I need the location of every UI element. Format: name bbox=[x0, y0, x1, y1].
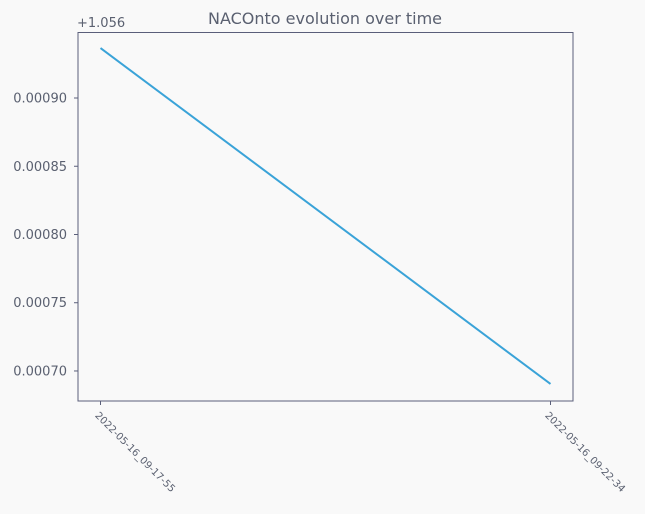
chart-title: NACOnto evolution over time bbox=[208, 9, 442, 28]
plot-frame bbox=[77, 32, 574, 402]
y-tick-label: 0.00090 bbox=[13, 92, 67, 107]
y-tick-label: 0.00070 bbox=[13, 364, 67, 379]
line-series bbox=[99, 47, 552, 385]
x-tick-label: 2022-05-16_09-22-34 bbox=[542, 410, 627, 495]
x-tick-label: 2022-05-16_09-17-55 bbox=[92, 410, 177, 495]
y-tick-label: 0.00085 bbox=[13, 160, 67, 175]
y-tick-label: 0.00075 bbox=[13, 296, 67, 311]
y-tick-label: 0.00080 bbox=[13, 228, 67, 243]
offset-label: +1.056 bbox=[77, 16, 125, 31]
